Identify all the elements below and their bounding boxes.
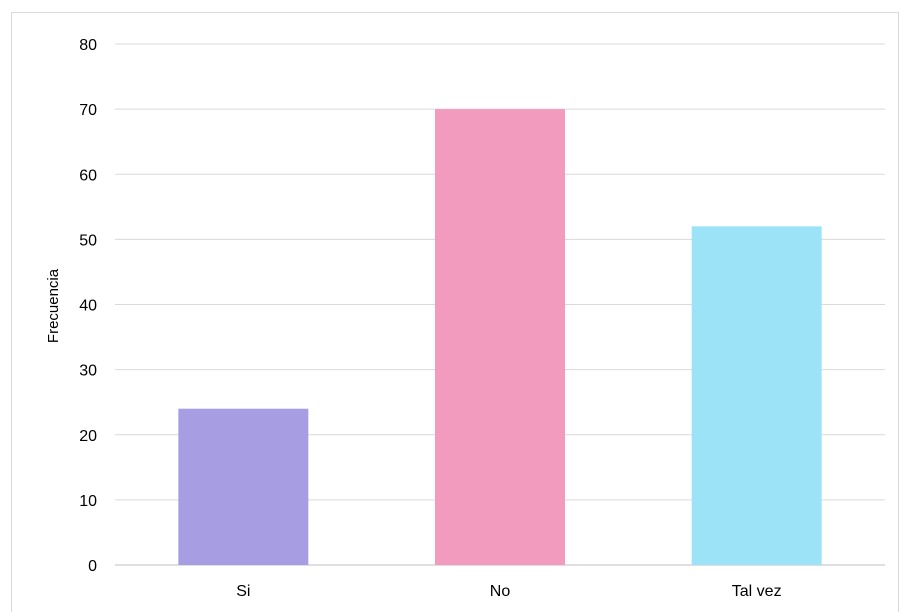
y-axis-ticks: 0 10 20 30 40 50 60 70 80 (79, 37, 97, 575)
y-tick-label: 10 (79, 493, 97, 510)
y-tick-label: 80 (79, 37, 97, 54)
bar-si (178, 408, 309, 565)
bar-tal-vez (691, 226, 822, 565)
y-tick-label: 30 (79, 363, 97, 380)
y-tick-label: 0 (88, 558, 97, 575)
x-axis-ticks: Si No Tal vez (236, 583, 781, 600)
y-tick-label: 70 (79, 102, 97, 119)
bar-no (435, 109, 565, 565)
x-tick-label: Si (236, 583, 250, 600)
bars (178, 109, 822, 565)
y-tick-label: 50 (79, 232, 97, 249)
x-tick-label: No (490, 583, 511, 600)
y-tick-label: 20 (79, 428, 97, 445)
y-axis-title: Frecuencia (45, 268, 62, 343)
x-tick-label: Tal vez (732, 583, 782, 600)
y-tick-label: 40 (79, 298, 97, 315)
y-tick-label: 60 (79, 167, 97, 184)
